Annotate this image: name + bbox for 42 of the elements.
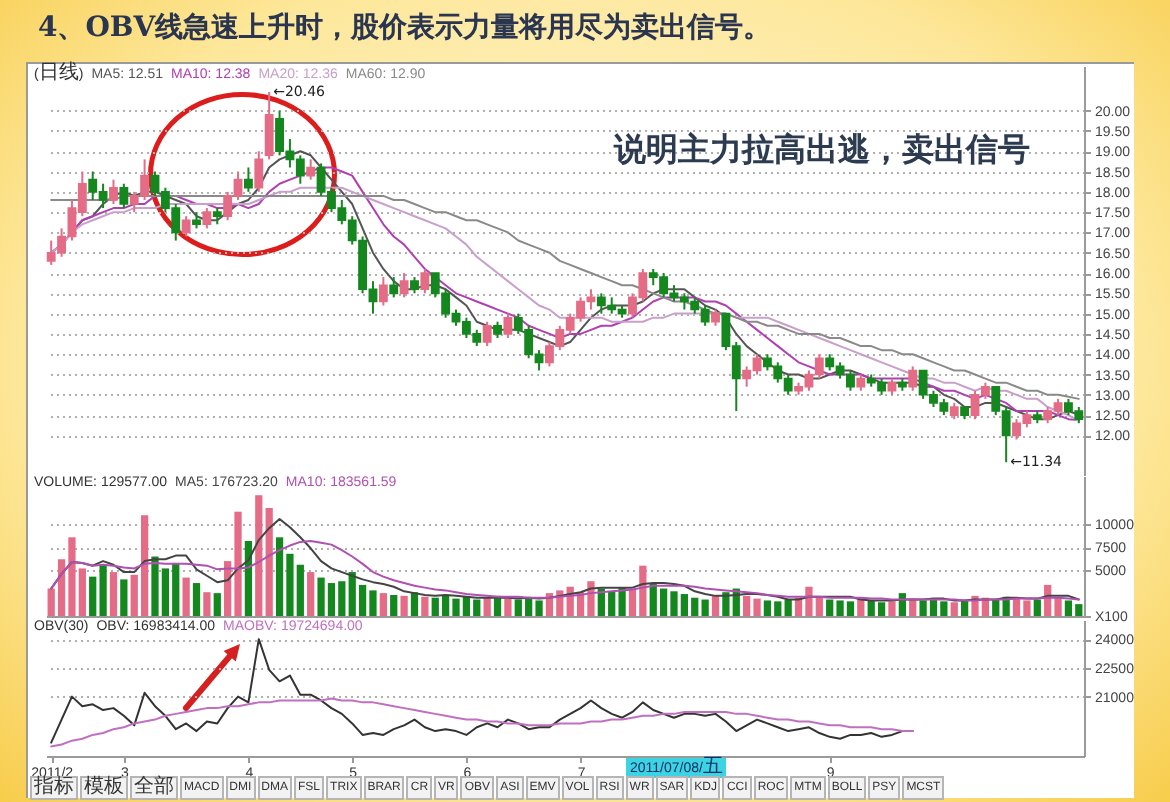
candlestick xyxy=(254,150,264,193)
candlestick xyxy=(181,215,191,238)
candlestick xyxy=(482,320,492,348)
bar xyxy=(888,601,896,616)
bar xyxy=(192,583,201,616)
candlestick xyxy=(306,158,316,181)
candlestick xyxy=(202,207,212,230)
bar xyxy=(307,572,315,616)
candlestick xyxy=(908,365,918,392)
bar xyxy=(120,579,128,616)
annotation: 说明主力拉高出逃，卖出信号 xyxy=(614,130,1030,172)
chart-title: 4、OBV线急速上升时，股价表示力量将用尽为卖出信号。 xyxy=(38,10,772,46)
candlestick xyxy=(243,166,253,193)
bar xyxy=(109,572,118,616)
text: 全部 xyxy=(130,776,178,800)
bar xyxy=(961,600,969,616)
bar xyxy=(784,599,792,616)
bar xyxy=(711,595,720,616)
bar xyxy=(203,592,211,616)
candlestick xyxy=(264,90,274,161)
bar xyxy=(1033,599,1041,616)
bar xyxy=(421,596,429,616)
bar xyxy=(390,594,398,616)
bar xyxy=(950,602,958,616)
candlestick xyxy=(503,312,513,339)
candlestick xyxy=(378,276,388,307)
bar xyxy=(213,593,221,616)
bar xyxy=(504,598,512,616)
text: 模板 xyxy=(80,776,128,800)
line-series xyxy=(50,539,1080,602)
bar xyxy=(379,593,387,616)
candlestick xyxy=(109,178,118,206)
candlestick xyxy=(420,267,430,295)
bar xyxy=(255,495,263,616)
candlestick xyxy=(399,272,409,299)
candlestick xyxy=(119,182,129,210)
bar xyxy=(265,508,273,616)
line-series xyxy=(50,697,914,748)
bar xyxy=(400,595,408,616)
bar xyxy=(182,577,190,616)
text: 指标 xyxy=(30,776,78,800)
candlestick xyxy=(389,276,399,299)
